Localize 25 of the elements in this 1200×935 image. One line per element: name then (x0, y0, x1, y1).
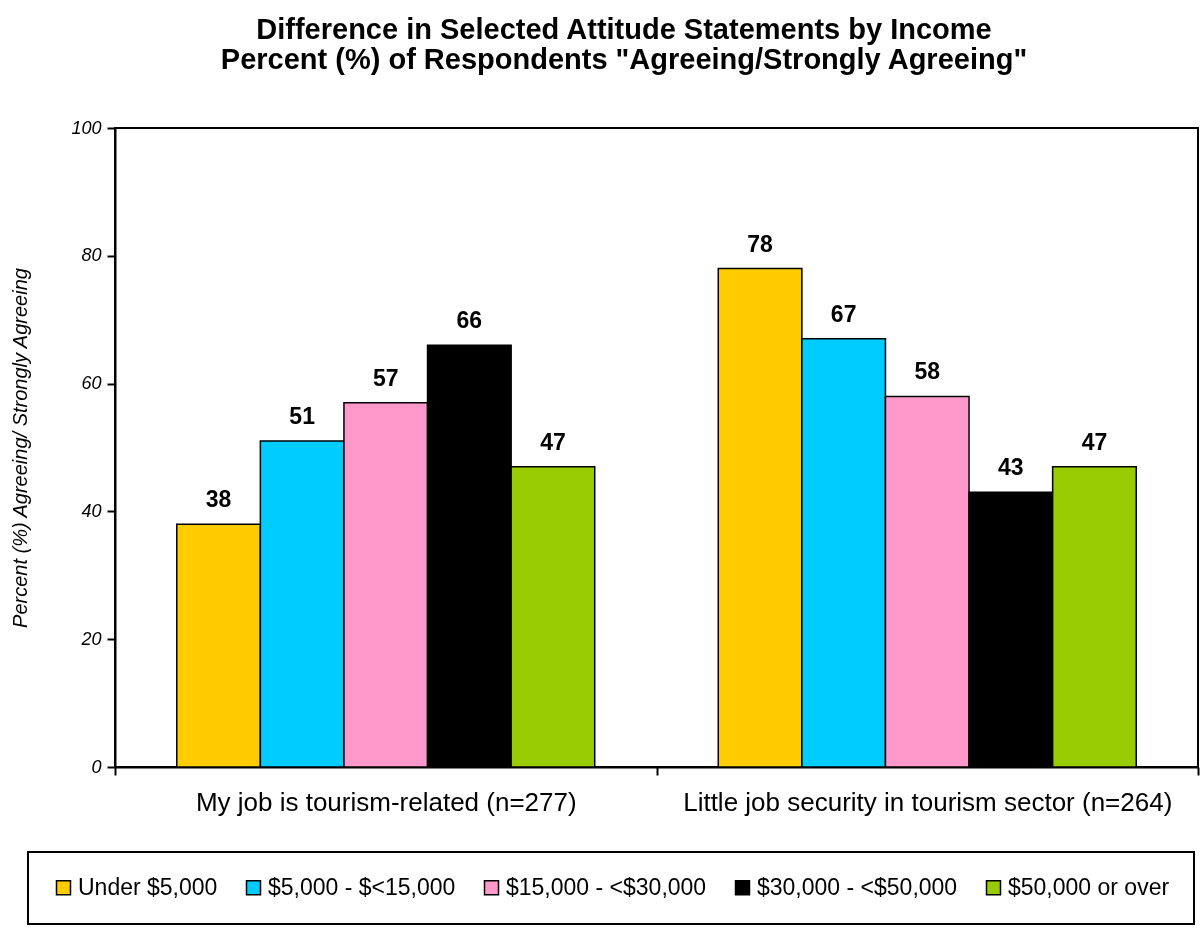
y-tick-label: 40 (81, 500, 102, 521)
y-axis-title: Percent (%) Agreeing/ Strongly Agreeing (9, 268, 32, 628)
data-label: 57 (372, 364, 399, 391)
y-tick-label: 20 (80, 628, 102, 649)
data-label: 43 (998, 454, 1024, 481)
data-label: 67 (830, 300, 857, 327)
data-label: 58 (914, 358, 941, 385)
y-tick-label: 0 (91, 756, 102, 777)
data-label: 47 (540, 428, 566, 455)
legend-label: $15,000 - <$30,000 (506, 873, 707, 900)
legend-label: $30,000 - <$50,000 (757, 873, 958, 900)
legend-label: $5,000 - $<15,000 (268, 873, 456, 900)
data-label: 66 (456, 307, 483, 334)
legend-label: Under $5,000 (78, 873, 218, 900)
data-label: 47 (1081, 428, 1108, 455)
y-tick-label: 100 (71, 117, 102, 138)
y-tick-label: 80 (81, 245, 102, 266)
y-tick-label: 60 (81, 373, 102, 394)
legend-label: $50,000 or over (1008, 873, 1170, 900)
data-label: 51 (289, 403, 316, 430)
data-label: 78 (747, 230, 774, 257)
x-tick-label: Little job security in tourism sector (n=264) (683, 786, 1173, 817)
x-tick-label: My job is tourism-related (n=277) (195, 786, 577, 817)
chart-title: Difference in Selected Attitude Statements by Income (256, 13, 992, 45)
data-label: 38 (205, 486, 232, 513)
